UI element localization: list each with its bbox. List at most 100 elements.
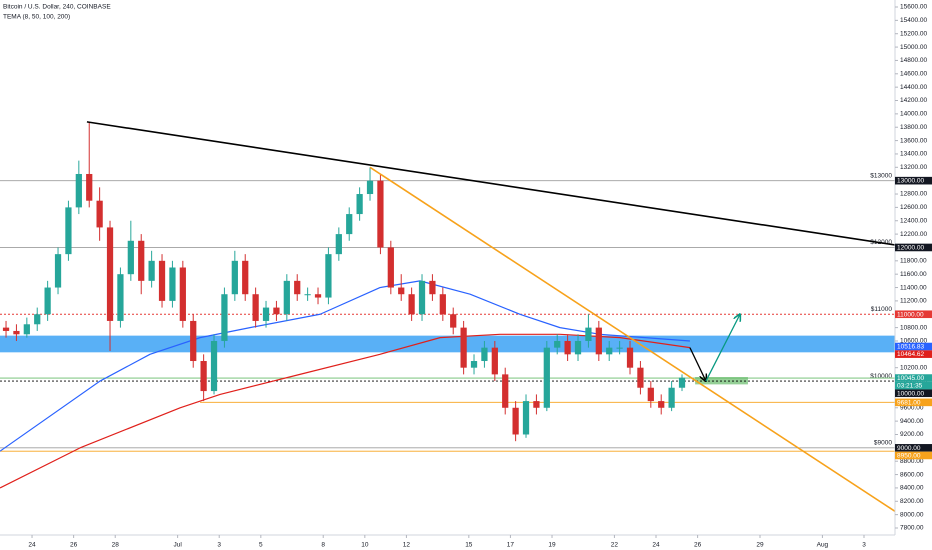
y-tick-label: 10800.00 — [900, 324, 927, 331]
candle-body — [668, 387, 675, 408]
candle-body — [439, 294, 446, 315]
arrow — [705, 314, 740, 382]
candle-body — [169, 267, 176, 301]
x-tick-label: 28 — [112, 542, 120, 549]
candle-body — [585, 327, 592, 341]
moving-average — [0, 333, 691, 489]
candle-body — [273, 307, 280, 315]
candle-body — [398, 287, 405, 295]
candle-body — [54, 254, 62, 288]
candle-body — [533, 401, 540, 408]
x-tick-label: 3 — [862, 542, 866, 549]
price-tag-label: 13000.00 — [897, 178, 924, 185]
candle-body — [377, 180, 384, 248]
level-label: $11000 — [871, 306, 893, 313]
price-tag — [895, 389, 932, 398]
candle-body — [626, 347, 634, 368]
x-tick-label: 5 — [259, 542, 263, 549]
x-tick-label: 24 — [28, 542, 36, 549]
candle-body — [75, 173, 82, 208]
price-tag — [895, 374, 932, 382]
candle-body — [34, 314, 41, 325]
y-tick-label: 15200.00 — [900, 30, 927, 37]
y-tick-label: 15600.00 — [900, 4, 927, 11]
y-tick-label: 7800.00 — [900, 525, 924, 532]
y-tick-label: 9400.00 — [900, 418, 924, 425]
candle-body — [314, 294, 322, 298]
price-tag-label: 9000.00 — [897, 445, 921, 452]
y-tick-label: 11600.00 — [900, 271, 927, 278]
candle-body — [117, 274, 124, 321]
candle-body — [637, 367, 644, 388]
candle-body — [450, 314, 457, 328]
candle-body — [335, 234, 342, 255]
x-tick-label: 26 — [70, 542, 78, 549]
level-label: $9000 — [874, 440, 892, 447]
x-tick-label: Jul — [173, 542, 182, 549]
candle-body — [13, 330, 20, 335]
y-tick-label: 10200.00 — [900, 364, 927, 371]
price-tag-label: 10000.00 — [897, 390, 924, 397]
price-tag-label: 10516.83 — [897, 344, 924, 351]
y-tick-label: 12600.00 — [900, 204, 927, 211]
x-tick-label: 17 — [507, 542, 515, 549]
moving-average — [0, 280, 690, 452]
trend-line — [369, 166, 895, 512]
candle-body — [138, 240, 145, 281]
price-tag-label: 10045.00 — [897, 375, 924, 382]
candle-body — [221, 294, 228, 341]
x-tick-label: 19 — [548, 542, 556, 549]
x-tick-label: 12 — [403, 542, 411, 549]
price-tag — [895, 243, 932, 252]
y-tick-label: 13400.00 — [900, 151, 927, 158]
y-tick-label: 12400.00 — [900, 217, 927, 224]
price-tag — [895, 451, 932, 460]
x-tick-label: 3 — [217, 542, 221, 549]
x-tick-label: 29 — [756, 542, 764, 549]
candle-body — [106, 227, 114, 321]
y-tick-label: 10600.00 — [900, 338, 927, 345]
candle-body — [158, 260, 166, 301]
candle-body — [2, 327, 10, 331]
candle-body — [65, 207, 72, 255]
candle-body — [325, 254, 332, 298]
candle-body — [574, 340, 582, 355]
price-tag-label: 12000.00 — [897, 244, 924, 251]
x-tick-label: 24 — [652, 542, 660, 549]
y-tick-label: 9200.00 — [900, 431, 924, 438]
zone — [0, 335, 895, 353]
candle-body — [366, 180, 374, 195]
y-tick-label: 15400.00 — [900, 17, 927, 24]
y-tick-label: 14200.00 — [900, 97, 927, 104]
candle-body — [658, 401, 665, 408]
y-tick-label: 15000.00 — [900, 44, 927, 51]
level-label: $13000 — [870, 172, 892, 179]
candle-body — [148, 260, 155, 281]
candle-body — [678, 377, 686, 388]
candle-body — [418, 280, 426, 315]
price-tag — [895, 342, 932, 351]
candle-body — [210, 340, 218, 392]
y-tick-label: 8200.00 — [900, 498, 924, 505]
y-tick-label: 14600.00 — [900, 71, 927, 78]
candle-body — [408, 294, 415, 315]
candle-body — [564, 340, 571, 355]
candle-body — [606, 347, 613, 355]
chart-title: Bitcoin / U.S. Dollar, 240, COINBASE — [3, 4, 111, 11]
price-tag — [895, 444, 932, 452]
candle-body — [502, 374, 509, 408]
candle-body — [179, 267, 186, 321]
candle-body — [23, 324, 30, 335]
candle-body — [127, 240, 134, 275]
countdown-tag — [895, 381, 932, 390]
candle-body — [429, 280, 436, 295]
candle-body — [522, 401, 530, 435]
candle-body — [294, 280, 301, 295]
price-tag-label: 10464.62 — [897, 351, 924, 358]
candle-body — [283, 280, 290, 315]
plot-area: $13000$12000$11000$10000$9000 — [0, 121, 895, 512]
candle-body — [647, 387, 654, 402]
candle-body — [387, 247, 394, 288]
